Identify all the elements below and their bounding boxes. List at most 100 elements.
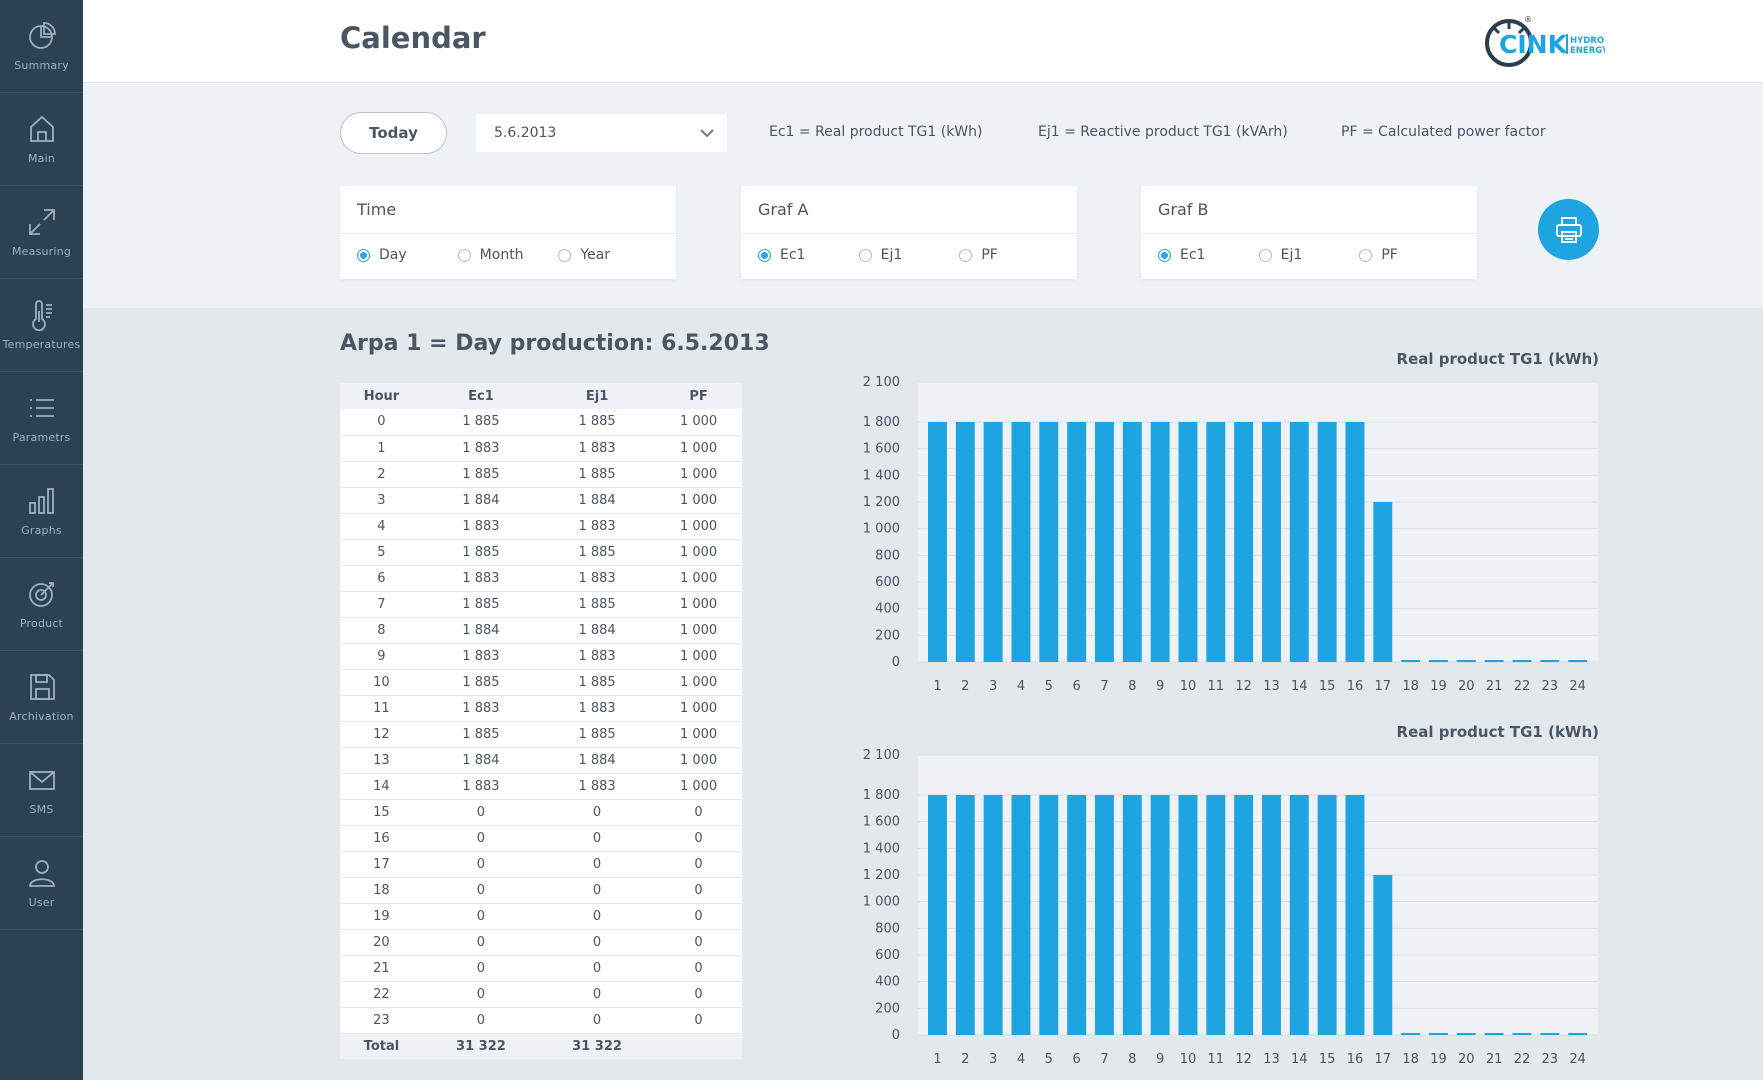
sidebar-item-parametrs[interactable]: Parametrs	[0, 372, 83, 465]
x-tick-label: 2	[961, 679, 969, 690]
page-title: Calendar	[340, 21, 486, 55]
bar	[1317, 422, 1337, 662]
radio-label: Ec1	[1180, 247, 1206, 263]
cell-ec1: 0	[422, 929, 539, 956]
x-tick-label: 21	[1486, 679, 1503, 690]
y-tick-label: 2 100	[863, 748, 900, 763]
bar	[1150, 422, 1170, 662]
cell-pf: 1 000	[655, 461, 742, 488]
x-tick-label: 16	[1347, 679, 1364, 690]
cell-ej1: 0	[539, 955, 656, 982]
table-total-row: Total 31 322 31 322	[340, 1033, 742, 1059]
table-row: 20 0 0 0	[340, 929, 742, 956]
panel-title: Graf B	[1141, 186, 1477, 234]
x-tick-label: 10	[1180, 1052, 1197, 1063]
x-tick-label: 24	[1569, 1052, 1586, 1063]
printer-icon	[1555, 216, 1582, 243]
target-icon	[28, 582, 54, 607]
radio-graf-a-pf[interactable]: PF	[959, 247, 1060, 263]
cell-pf: 0	[655, 877, 742, 904]
x-tick-label: 23	[1542, 1052, 1559, 1063]
bar	[1067, 795, 1087, 1035]
x-tick-label: 6	[1072, 679, 1080, 690]
cell-ej1: 0	[539, 877, 656, 904]
chart-a: 0 200 400 600 800 1 000 1 200 1 400 1 600 1 800 2 …	[863, 375, 1598, 690]
cell-ec1: 1 885	[422, 461, 539, 488]
bar	[1345, 795, 1365, 1035]
today-button[interactable]: Today	[340, 112, 447, 154]
sidebar-item-archivation[interactable]: Archivation	[0, 651, 83, 744]
cell-pf: 0	[655, 825, 742, 852]
x-tick-label: 5	[1045, 1052, 1053, 1063]
sidebar-item-main[interactable]: Main	[0, 93, 83, 186]
x-tick-label: 20	[1458, 1052, 1475, 1063]
bar	[1401, 1033, 1421, 1035]
bar	[1234, 795, 1254, 1035]
cell-hour: 4	[340, 513, 423, 540]
cell-pf: 1 000	[655, 409, 742, 436]
bar	[983, 422, 1003, 662]
radio-dot	[357, 248, 370, 262]
bar	[1011, 422, 1031, 662]
sidebar-item-summary[interactable]: Summary	[0, 0, 83, 93]
x-tick-label: 8	[1128, 679, 1136, 690]
cell-ec1: 1 885	[422, 721, 539, 748]
cell-ej1: 0	[539, 981, 656, 1008]
sidebar-item-temperatures[interactable]: Temperatures	[0, 279, 83, 372]
radio-year[interactable]: Year	[558, 247, 659, 263]
radio-graf-b-ej1[interactable]: Ej1	[1258, 247, 1360, 263]
radio-graf-a-ej1[interactable]: Ej1	[858, 247, 960, 263]
cell-pf: 1 000	[655, 643, 742, 670]
x-tick-label: 4	[1017, 1052, 1025, 1063]
sidebar-item-product[interactable]: Product	[0, 558, 83, 651]
bar	[1484, 1033, 1504, 1035]
radio-graf-b-ec1[interactable]: Ec1	[1158, 247, 1259, 263]
radio-graf-a-ec1[interactable]: Ec1	[758, 247, 859, 263]
cell-ec1: 1 885	[422, 539, 539, 566]
cell-hour: 3	[340, 487, 423, 514]
radio-day[interactable]: Day	[357, 247, 458, 263]
sidebar-item-label: Temperatures	[2, 338, 81, 351]
sidebar-item-measuring[interactable]: Measuring	[0, 186, 83, 279]
radio-label: Month	[479, 247, 524, 263]
time-panel: Time Day Month Year	[340, 186, 676, 279]
table-row: 14 1 883 1 883 1 000	[340, 773, 742, 800]
cell-pf: 0	[655, 851, 742, 878]
sidebar-item-sms[interactable]: SMS	[0, 744, 83, 837]
cell-ej1: 0	[539, 825, 656, 852]
sidebar-item-user[interactable]: User	[0, 837, 83, 930]
print-button[interactable]	[1538, 199, 1599, 260]
date-select[interactable]: 5.6.2013	[476, 114, 727, 152]
cell-ec1: 1 883	[422, 513, 539, 540]
cell-ec1: 0	[422, 1007, 539, 1034]
x-tick-label: 18	[1402, 1052, 1419, 1063]
cell-ec1: 1 885	[422, 409, 539, 436]
filter-controls: Today 5.6.2013 Ec1 = Real product TG1 (k…	[83, 83, 1763, 308]
bar	[1373, 875, 1393, 1035]
bar	[1095, 422, 1114, 662]
radio-dot	[858, 248, 872, 262]
y-tick-label: 1 200	[863, 868, 900, 883]
bar	[1512, 1033, 1532, 1035]
bar	[1178, 422, 1198, 662]
bar-chart-icon	[28, 488, 54, 514]
cell-ej1: 1 885	[539, 721, 656, 748]
cell-ec1: 0	[422, 799, 539, 826]
radio-month[interactable]: Month	[457, 247, 559, 263]
bar	[1067, 422, 1087, 662]
cell-pf: 0	[655, 929, 742, 956]
user-icon	[28, 860, 55, 887]
thermometer-icon	[31, 300, 52, 331]
x-tick-label: 19	[1430, 1052, 1447, 1063]
bar	[1039, 422, 1059, 662]
column-header-ec1: Ec1	[422, 383, 539, 409]
x-tick-label: 10	[1180, 679, 1197, 690]
sidebar-item-graphs[interactable]: Graphs	[0, 465, 83, 558]
cell-hour: 13	[340, 747, 423, 774]
bar	[1456, 1033, 1476, 1035]
expand-arrows-icon	[28, 209, 55, 235]
cell-ej1: 0	[539, 851, 656, 878]
cell-ej1: 0	[539, 799, 656, 826]
radio-graf-b-pf[interactable]: PF	[1359, 247, 1460, 263]
